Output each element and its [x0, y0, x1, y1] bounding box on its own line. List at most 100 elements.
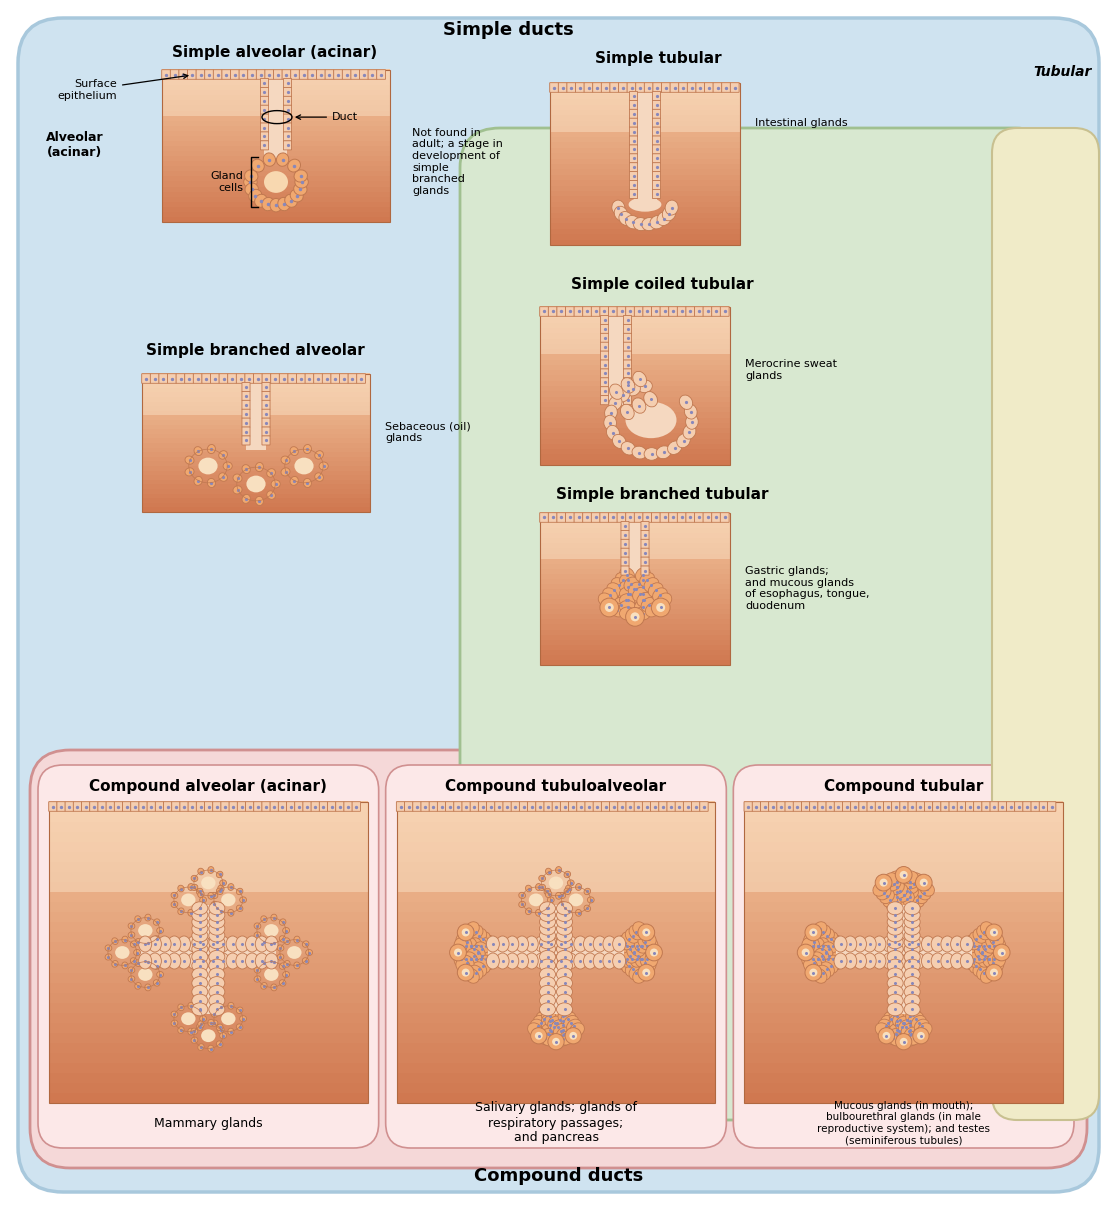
FancyBboxPatch shape — [642, 802, 651, 811]
Ellipse shape — [604, 603, 613, 612]
FancyBboxPatch shape — [162, 70, 171, 80]
FancyBboxPatch shape — [630, 162, 638, 172]
Ellipse shape — [265, 937, 278, 952]
FancyBboxPatch shape — [768, 802, 777, 811]
Ellipse shape — [569, 893, 583, 906]
Ellipse shape — [145, 940, 151, 947]
FancyBboxPatch shape — [699, 802, 708, 811]
Ellipse shape — [612, 937, 626, 952]
FancyBboxPatch shape — [818, 802, 827, 811]
Ellipse shape — [270, 984, 277, 991]
FancyBboxPatch shape — [561, 802, 569, 811]
Ellipse shape — [209, 995, 225, 1007]
FancyBboxPatch shape — [340, 374, 349, 384]
Ellipse shape — [454, 951, 467, 967]
Ellipse shape — [192, 976, 208, 990]
Ellipse shape — [812, 968, 827, 984]
FancyBboxPatch shape — [245, 374, 254, 384]
FancyBboxPatch shape — [163, 802, 172, 811]
Ellipse shape — [188, 953, 200, 969]
FancyBboxPatch shape — [290, 70, 299, 80]
Ellipse shape — [159, 937, 171, 952]
Ellipse shape — [518, 892, 525, 899]
FancyBboxPatch shape — [360, 70, 369, 80]
Ellipse shape — [620, 951, 633, 967]
Bar — [49, 932, 367, 943]
Ellipse shape — [889, 1014, 905, 1027]
Ellipse shape — [886, 897, 901, 911]
FancyBboxPatch shape — [621, 540, 629, 548]
Ellipse shape — [538, 885, 545, 891]
Ellipse shape — [970, 958, 984, 973]
Ellipse shape — [226, 953, 239, 969]
Ellipse shape — [623, 941, 638, 957]
Ellipse shape — [817, 926, 831, 940]
Ellipse shape — [461, 968, 470, 976]
Ellipse shape — [610, 603, 624, 617]
Ellipse shape — [217, 937, 229, 952]
Ellipse shape — [476, 958, 490, 973]
FancyBboxPatch shape — [270, 374, 279, 384]
Bar — [397, 921, 715, 933]
Ellipse shape — [294, 169, 307, 183]
Ellipse shape — [467, 949, 481, 963]
FancyBboxPatch shape — [260, 79, 268, 87]
Bar — [540, 338, 731, 344]
Ellipse shape — [820, 962, 834, 976]
Ellipse shape — [993, 938, 1005, 953]
Ellipse shape — [209, 950, 225, 963]
FancyBboxPatch shape — [246, 802, 254, 811]
FancyBboxPatch shape — [242, 401, 250, 409]
Ellipse shape — [192, 985, 208, 998]
Ellipse shape — [876, 886, 891, 900]
Ellipse shape — [990, 932, 1004, 946]
FancyBboxPatch shape — [630, 100, 638, 109]
Ellipse shape — [535, 883, 542, 891]
Bar — [162, 145, 390, 151]
Ellipse shape — [990, 928, 997, 937]
FancyBboxPatch shape — [527, 802, 536, 811]
Ellipse shape — [135, 983, 141, 990]
Ellipse shape — [656, 603, 666, 612]
Ellipse shape — [153, 963, 160, 969]
Ellipse shape — [806, 938, 820, 953]
Ellipse shape — [612, 953, 626, 969]
Bar — [142, 460, 370, 466]
Ellipse shape — [456, 958, 470, 973]
Bar — [540, 513, 731, 666]
FancyBboxPatch shape — [544, 802, 553, 811]
FancyBboxPatch shape — [470, 802, 478, 811]
FancyBboxPatch shape — [242, 409, 250, 419]
FancyBboxPatch shape — [221, 802, 229, 811]
Ellipse shape — [812, 951, 824, 967]
FancyBboxPatch shape — [262, 391, 270, 401]
Bar — [397, 881, 715, 892]
Ellipse shape — [468, 966, 483, 980]
FancyBboxPatch shape — [601, 351, 609, 361]
FancyBboxPatch shape — [630, 136, 638, 145]
Ellipse shape — [810, 968, 818, 976]
Ellipse shape — [971, 949, 985, 963]
Ellipse shape — [634, 607, 650, 620]
Ellipse shape — [284, 938, 290, 945]
Ellipse shape — [887, 935, 904, 949]
Ellipse shape — [632, 398, 646, 414]
FancyBboxPatch shape — [478, 802, 487, 811]
Bar — [49, 1042, 367, 1053]
FancyBboxPatch shape — [884, 802, 891, 811]
Ellipse shape — [634, 951, 648, 967]
Bar — [142, 387, 370, 392]
Ellipse shape — [556, 960, 573, 972]
Polygon shape — [556, 944, 624, 961]
Ellipse shape — [570, 1022, 584, 1037]
Bar — [550, 109, 739, 115]
Bar — [162, 201, 390, 207]
FancyBboxPatch shape — [260, 123, 268, 132]
Bar — [540, 385, 731, 391]
Ellipse shape — [192, 960, 208, 972]
Bar — [246, 382, 266, 450]
Ellipse shape — [611, 577, 626, 592]
Ellipse shape — [645, 448, 659, 460]
Ellipse shape — [281, 468, 290, 476]
Ellipse shape — [620, 600, 636, 613]
